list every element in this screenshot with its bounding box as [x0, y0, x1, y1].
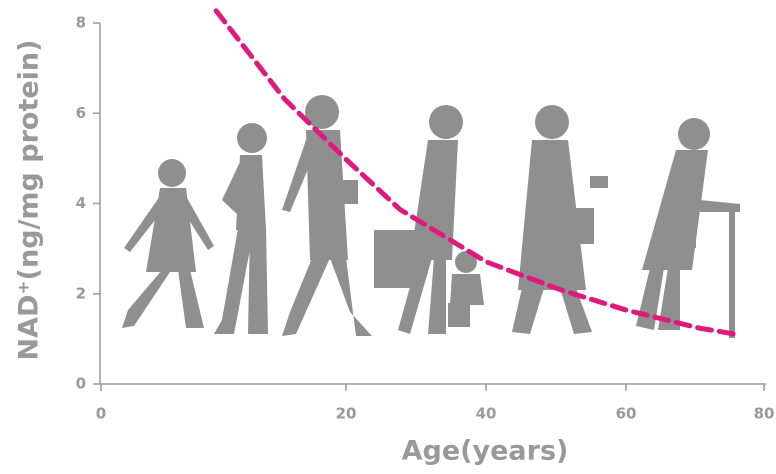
- chart: Age(years) NAD⁺(ng/mg protein) 024680204…: [0, 0, 776, 474]
- mother: [374, 105, 484, 334]
- x-tick-label: 80: [754, 405, 775, 423]
- elderly: [636, 118, 740, 338]
- y-tick-label: 6: [76, 104, 86, 122]
- x-tick-label: 0: [96, 405, 106, 423]
- teen: [214, 123, 268, 334]
- x-tick-label: 40: [476, 405, 497, 423]
- y-axis-title: NAD⁺(ng/mg protein): [14, 40, 45, 361]
- y-tick-label: 4: [76, 194, 86, 212]
- silhouettes: [122, 95, 740, 338]
- girl: [122, 159, 214, 328]
- y-tick-label: 2: [76, 284, 86, 302]
- x-axis-title: Age(years): [402, 436, 569, 467]
- x-tick-label: 20: [336, 405, 357, 423]
- y-tick-label: 0: [76, 375, 86, 393]
- woman: [282, 95, 372, 336]
- x-tick-label: 60: [616, 405, 637, 423]
- page: {"chart_data": {"type": "line", "x_label…: [0, 0, 776, 474]
- y-tick-label: 8: [76, 14, 86, 32]
